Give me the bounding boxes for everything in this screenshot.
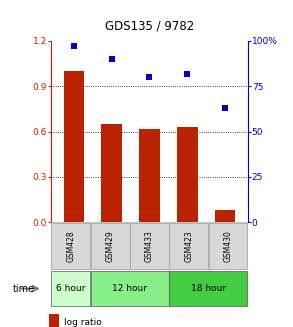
Point xyxy=(223,105,227,111)
Bar xyxy=(64,71,84,222)
Bar xyxy=(52,223,90,269)
Text: GSM428: GSM428 xyxy=(67,230,75,262)
Text: GSM429: GSM429 xyxy=(106,230,115,262)
Bar xyxy=(49,314,59,327)
Bar xyxy=(214,210,235,222)
Bar xyxy=(52,271,90,306)
Text: log ratio: log ratio xyxy=(64,318,102,327)
Text: 12 hour: 12 hour xyxy=(112,284,147,293)
Bar xyxy=(169,223,208,269)
Text: GSM423: GSM423 xyxy=(184,230,193,262)
Text: GSM433: GSM433 xyxy=(145,230,154,262)
Bar xyxy=(91,223,130,269)
Bar xyxy=(139,129,160,222)
Text: 18 hour: 18 hour xyxy=(191,284,226,293)
Bar xyxy=(101,124,122,222)
Point xyxy=(147,75,152,80)
Bar xyxy=(177,127,197,222)
Bar xyxy=(91,271,169,306)
Text: GDS135 / 9782: GDS135 / 9782 xyxy=(105,20,194,33)
Bar xyxy=(209,223,247,269)
Point xyxy=(71,44,76,49)
Bar xyxy=(130,223,169,269)
Text: GSM430: GSM430 xyxy=(224,230,232,262)
Point xyxy=(185,71,190,76)
Bar xyxy=(169,271,247,306)
Text: 6 hour: 6 hour xyxy=(56,284,86,293)
Text: time: time xyxy=(13,284,35,294)
Point xyxy=(109,56,114,61)
